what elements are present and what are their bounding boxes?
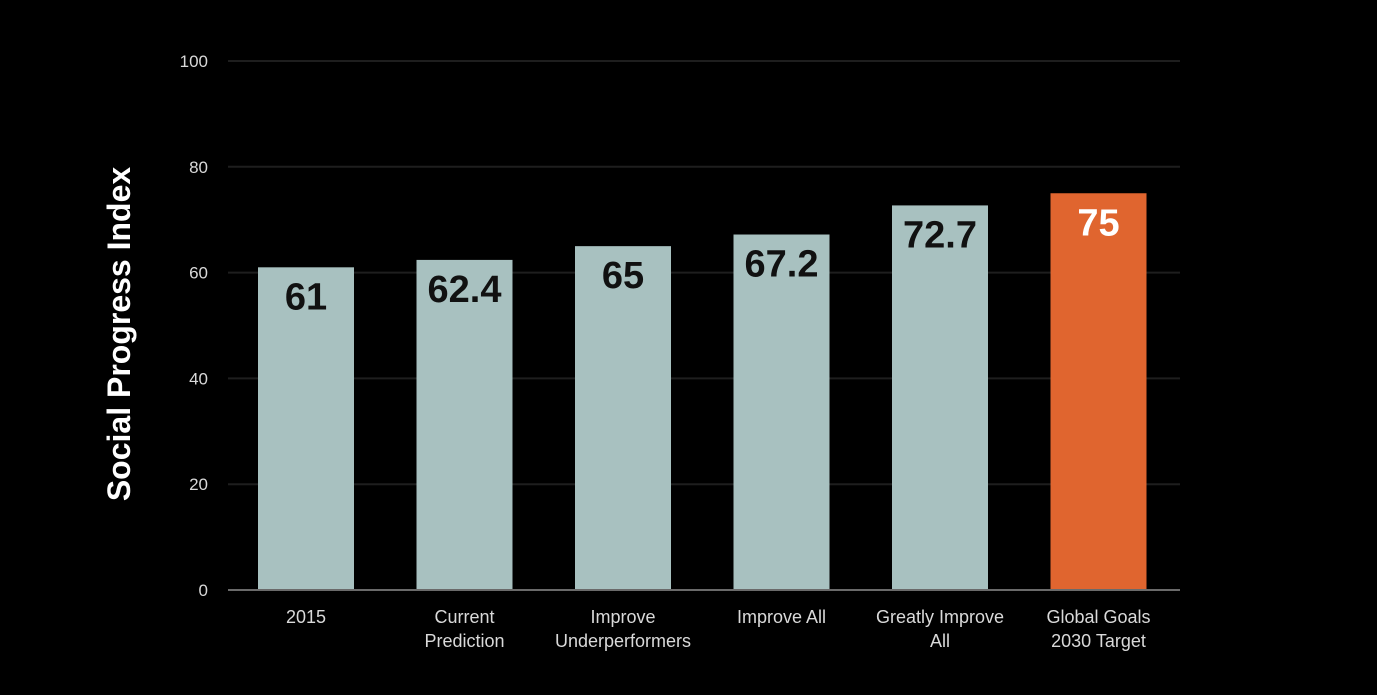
bar — [416, 259, 513, 590]
x-tick-label: Greatly Improve All — [876, 607, 1004, 651]
y-tick-label: 100 — [180, 52, 208, 71]
x-tick-label-line: Underperformers — [555, 631, 691, 651]
bar-value-label: 67.2 — [745, 244, 819, 286]
x-tick-label-line: Current — [434, 607, 494, 627]
bar-value-label: 62.4 — [428, 269, 502, 311]
axes: 0 20 40 60 80 100 2015 Current Prediction Improve… — [180, 52, 1180, 651]
bar — [258, 267, 354, 590]
x-tick-label: Global Goals 2030 Target — [1046, 607, 1150, 651]
y-axis-label: Social Progress Index — [101, 167, 137, 502]
bar-value-label: 72.7 — [903, 214, 977, 256]
y-tick-label: 60 — [189, 264, 208, 283]
x-tick-label-line: Prediction — [424, 631, 504, 651]
x-tick-label: Improve All — [737, 607, 826, 627]
bars: 61 62.4 65 67.2 72.7 75 — [258, 193, 1147, 591]
x-tick-label-line: 2030 Target — [1051, 631, 1146, 651]
x-tick-label-line: 2015 — [286, 607, 326, 627]
gridlines — [228, 60, 1180, 486]
bar-value-label: 61 — [285, 276, 327, 318]
y-tick-label: 20 — [189, 475, 208, 494]
x-tick-label-line: Improve All — [737, 607, 826, 627]
bar-value-label: 75 — [1077, 202, 1119, 244]
y-tick-label: 40 — [189, 369, 208, 388]
x-tick-label-line: Global Goals — [1046, 607, 1150, 627]
y-tick-label: 80 — [189, 158, 208, 177]
bar — [733, 234, 830, 590]
x-tick-label-line: All — [930, 631, 950, 651]
x-tick-label: 2015 — [286, 607, 326, 627]
bar-value-label: 65 — [602, 255, 644, 297]
y-tick-label: 0 — [199, 581, 208, 600]
x-tick-label: Improve Underperformers — [555, 607, 691, 651]
x-tick-label-line: Greatly Improve — [876, 607, 1004, 627]
bar — [575, 246, 671, 590]
x-tick-label: Current Prediction — [424, 607, 504, 651]
bar — [1050, 193, 1147, 590]
bar — [892, 205, 988, 591]
x-tick-label-line: Improve — [590, 607, 655, 627]
